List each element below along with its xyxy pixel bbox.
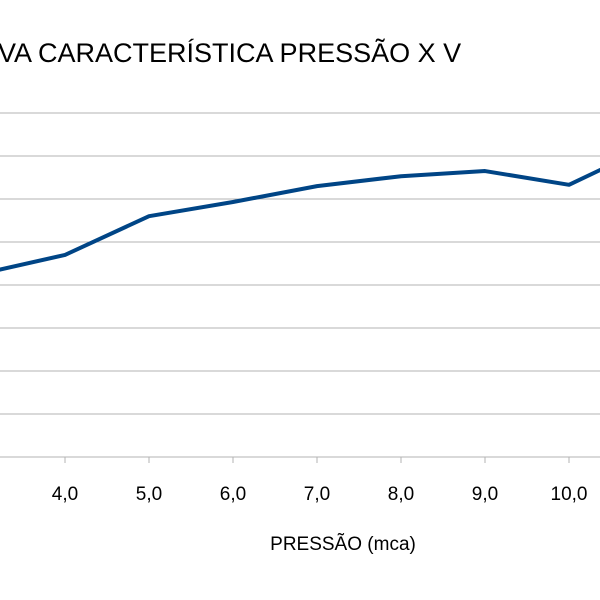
x-tick-label: 8,0 bbox=[388, 484, 414, 505]
line-series bbox=[0, 167, 600, 272]
x-tick-label: 4,0 bbox=[52, 484, 78, 505]
x-tick-label: 9,0 bbox=[472, 484, 498, 505]
x-axis-title: PRESSÃO (mca) bbox=[270, 533, 416, 555]
chart-title: VA CARACTERÍSTICA PRESSÃO X V bbox=[0, 37, 461, 68]
x-tick-label: 6,0 bbox=[220, 484, 246, 505]
x-tick-label: 10,0 bbox=[551, 484, 588, 505]
x-tick-label: 7,0 bbox=[304, 484, 330, 505]
x-tick-label: 5,0 bbox=[136, 484, 162, 505]
